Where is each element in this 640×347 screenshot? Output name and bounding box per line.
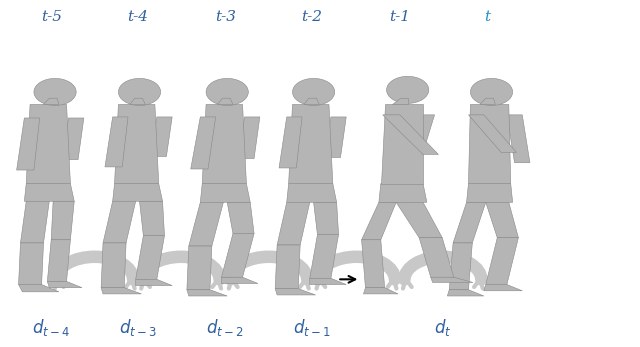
- Polygon shape: [187, 246, 212, 290]
- Polygon shape: [221, 277, 258, 283]
- Polygon shape: [140, 201, 164, 236]
- Polygon shape: [189, 202, 223, 246]
- Polygon shape: [362, 240, 385, 288]
- Polygon shape: [287, 184, 337, 202]
- Polygon shape: [202, 104, 246, 184]
- Ellipse shape: [292, 78, 335, 105]
- Polygon shape: [468, 115, 516, 152]
- Polygon shape: [314, 202, 339, 235]
- Text: $d_{t-2}$: $d_{t-2}$: [207, 317, 244, 338]
- Polygon shape: [63, 118, 84, 160]
- Text: $d_{t-3}$: $d_{t-3}$: [118, 317, 157, 338]
- Polygon shape: [383, 115, 438, 154]
- Polygon shape: [467, 184, 513, 202]
- Polygon shape: [275, 289, 316, 295]
- Polygon shape: [101, 288, 141, 294]
- Text: t: t: [484, 10, 491, 24]
- Polygon shape: [221, 234, 254, 277]
- Polygon shape: [239, 117, 260, 159]
- Polygon shape: [103, 201, 136, 243]
- Polygon shape: [279, 117, 302, 168]
- Text: t-1: t-1: [390, 10, 410, 24]
- Polygon shape: [136, 236, 164, 279]
- Polygon shape: [310, 235, 339, 278]
- Polygon shape: [431, 277, 473, 282]
- Polygon shape: [379, 184, 427, 202]
- Polygon shape: [19, 243, 44, 285]
- Polygon shape: [381, 104, 423, 184]
- Polygon shape: [218, 98, 233, 104]
- Polygon shape: [447, 290, 484, 296]
- Polygon shape: [227, 202, 254, 234]
- Polygon shape: [362, 202, 396, 240]
- Ellipse shape: [118, 78, 161, 105]
- Polygon shape: [191, 117, 216, 169]
- Polygon shape: [277, 202, 310, 245]
- Polygon shape: [364, 288, 398, 294]
- Text: t-5: t-5: [41, 10, 61, 24]
- Polygon shape: [51, 201, 74, 240]
- Text: $d_{t-1}$: $d_{t-1}$: [292, 317, 331, 338]
- Ellipse shape: [206, 78, 248, 105]
- Text: t-2: t-2: [301, 10, 322, 24]
- Polygon shape: [17, 118, 40, 170]
- Polygon shape: [392, 98, 408, 104]
- Polygon shape: [130, 98, 145, 104]
- Polygon shape: [486, 238, 518, 285]
- Polygon shape: [275, 245, 300, 289]
- Polygon shape: [151, 117, 172, 156]
- Ellipse shape: [34, 78, 76, 105]
- Polygon shape: [325, 117, 346, 158]
- Polygon shape: [396, 202, 442, 238]
- Polygon shape: [419, 238, 454, 277]
- Text: t-4: t-4: [127, 10, 148, 24]
- Polygon shape: [304, 98, 319, 104]
- Polygon shape: [24, 184, 74, 201]
- Polygon shape: [101, 243, 126, 288]
- Polygon shape: [187, 290, 227, 296]
- Polygon shape: [404, 115, 435, 165]
- Text: $d_t$: $d_t$: [434, 317, 452, 338]
- Ellipse shape: [387, 76, 429, 103]
- Polygon shape: [486, 202, 518, 238]
- Polygon shape: [115, 104, 159, 184]
- Polygon shape: [289, 104, 333, 184]
- Polygon shape: [507, 115, 530, 163]
- Polygon shape: [136, 279, 172, 286]
- Ellipse shape: [470, 78, 513, 105]
- Polygon shape: [44, 98, 59, 104]
- Polygon shape: [468, 104, 511, 184]
- Polygon shape: [47, 281, 82, 288]
- Polygon shape: [484, 285, 522, 291]
- Polygon shape: [47, 240, 70, 281]
- Polygon shape: [105, 117, 128, 167]
- Polygon shape: [113, 184, 163, 201]
- Polygon shape: [26, 104, 70, 184]
- Polygon shape: [310, 278, 346, 285]
- Polygon shape: [19, 285, 59, 292]
- Polygon shape: [449, 243, 472, 290]
- Polygon shape: [480, 98, 495, 104]
- Text: t-3: t-3: [215, 10, 236, 24]
- Polygon shape: [20, 201, 49, 243]
- Polygon shape: [200, 184, 250, 202]
- Text: $d_{t-4}$: $d_{t-4}$: [32, 317, 70, 338]
- Polygon shape: [453, 202, 486, 243]
